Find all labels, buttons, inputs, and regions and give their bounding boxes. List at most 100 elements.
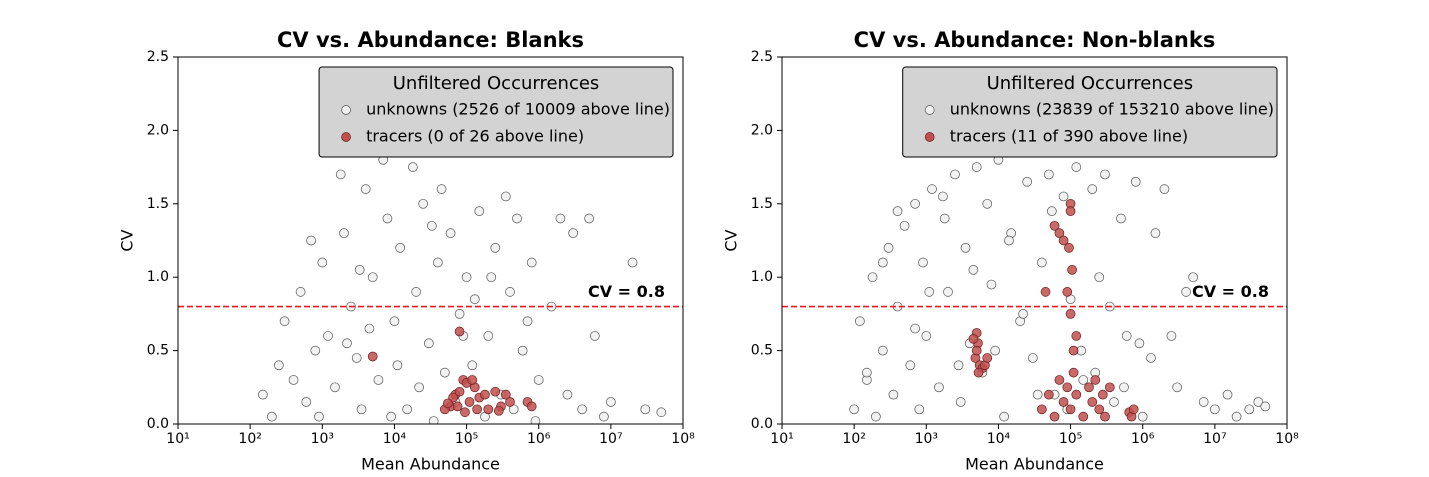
scatter-point <box>467 360 478 371</box>
scatter-point <box>878 345 888 356</box>
scatter-point <box>1097 389 1108 400</box>
scatter-point <box>1065 206 1076 216</box>
scatter-point <box>867 272 878 283</box>
scatter-point <box>921 331 932 341</box>
scatter-point <box>389 316 400 327</box>
x-tick-label: 10³ <box>915 431 938 447</box>
scatter-point <box>367 272 378 283</box>
scatter-point <box>411 287 421 297</box>
scatter-point <box>469 294 480 305</box>
scatter-point <box>1084 382 1094 393</box>
scatter-point <box>267 411 277 422</box>
y-tick-label: 1.0 <box>147 269 169 285</box>
scatter-point <box>1032 389 1043 400</box>
x-tick-label: 10¹ <box>166 431 189 447</box>
scatter-point <box>526 401 537 412</box>
scatter-point <box>914 404 925 415</box>
scatter-point <box>888 389 899 400</box>
scatter-point <box>656 407 667 418</box>
scatter-point <box>971 162 982 172</box>
scatter-point <box>442 398 453 409</box>
scatter-point <box>1037 404 1047 415</box>
scatter-point <box>562 389 573 400</box>
scatter-point <box>1071 331 1082 341</box>
scatter-point <box>395 242 405 253</box>
scatter-point <box>1100 411 1110 422</box>
scatter-point <box>310 345 321 356</box>
threshold-label: CV = 0.8 <box>1192 282 1269 301</box>
legend-label: tracers (0 of 26 above line) <box>366 127 584 146</box>
scatter-point <box>1044 169 1054 180</box>
scatter-point <box>1004 235 1014 246</box>
scatter-point <box>483 404 494 415</box>
scatter-point <box>950 169 960 180</box>
scatter-point <box>640 404 651 415</box>
scatter-point <box>483 331 494 341</box>
scatter-point <box>1172 382 1182 393</box>
scatter-point <box>1104 382 1115 393</box>
chart-title: CV vs. Abundance: Non-blanks <box>854 28 1216 52</box>
x-tick-label: 10⁵ <box>1059 431 1082 447</box>
y-tick-label: 2.0 <box>147 122 169 138</box>
scatter-point <box>364 323 375 334</box>
scatter-point <box>1159 184 1170 194</box>
scatter-point <box>1044 389 1054 400</box>
scatter-point <box>584 213 594 224</box>
scatter-point <box>943 287 953 297</box>
scatter-point <box>973 367 984 378</box>
scatter-point <box>1094 272 1105 283</box>
scatter-point <box>927 184 937 194</box>
scatter-point <box>342 338 352 349</box>
scatter-point <box>472 404 482 415</box>
legend-title: Unfiltered Occurrences <box>393 73 600 94</box>
scatter-point <box>257 389 268 400</box>
scatter-point <box>418 198 428 209</box>
scatter-point <box>871 411 881 422</box>
scatter-point <box>402 404 412 415</box>
y-axis-label: CV <box>722 229 741 251</box>
scatter-point <box>577 404 587 415</box>
scatter-point <box>1181 287 1191 297</box>
scatter-point <box>490 242 501 253</box>
scatter-point <box>480 389 490 400</box>
scatter-point <box>533 375 544 385</box>
scatter-point <box>386 411 396 422</box>
scatter-point <box>1109 397 1119 407</box>
x-axis-label: Mean Abundance <box>361 455 500 474</box>
scatter-point <box>1116 213 1126 224</box>
y-tick-label: 2.0 <box>751 122 773 138</box>
scatter-point <box>892 206 903 216</box>
scatter-point <box>1065 404 1076 415</box>
scatter-point <box>454 326 465 337</box>
scatter-point <box>955 397 966 407</box>
scatter-point <box>599 411 609 422</box>
scatter-point <box>500 191 511 202</box>
scatter-point <box>555 213 566 224</box>
scatter-point <box>1210 404 1220 415</box>
legend-label: tracers (11 of 390 above line) <box>950 127 1188 146</box>
scatter-point <box>530 416 541 424</box>
scatter-point <box>934 382 944 393</box>
x-tick-label: 10² <box>842 431 865 447</box>
scatter-point <box>982 198 993 209</box>
scatter-point <box>1046 206 1057 216</box>
scatter-point <box>373 375 384 385</box>
scatter-point <box>939 213 950 224</box>
scatter-point <box>505 397 515 407</box>
scatter-point <box>1065 309 1076 319</box>
scatter-point <box>314 411 324 422</box>
scatter-point <box>1037 257 1047 268</box>
scatter-point <box>1130 176 1141 187</box>
x-tick-label: 10⁶ <box>527 431 551 447</box>
scatter-point <box>899 220 910 231</box>
legend-box <box>318 66 674 158</box>
scatter-point <box>1100 169 1110 180</box>
scatter-point <box>1071 162 1082 172</box>
scatter-point <box>306 235 316 246</box>
x-tick-label: 10⁸ <box>671 431 695 447</box>
scatter-point <box>360 184 371 194</box>
plot-area <box>257 154 667 424</box>
legend-label: unknowns (2526 of 10009 above line) <box>366 100 670 119</box>
scatter-point <box>522 316 533 327</box>
